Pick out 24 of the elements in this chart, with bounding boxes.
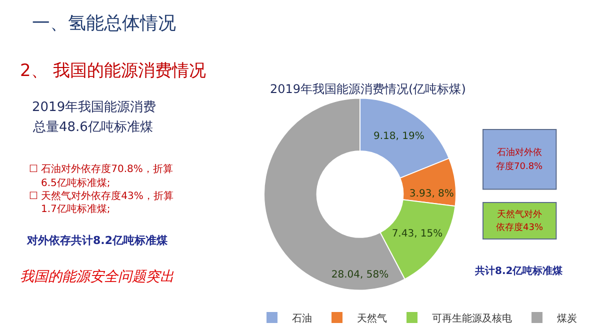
text: 2、 我国的能源消费情况 xyxy=(20,61,206,81)
text: 一、氢能总体情况 xyxy=(32,13,176,34)
text: ☐ 天然气对外依存度43%，折算 xyxy=(29,190,174,202)
legend-label: 石油 xyxy=(292,312,312,324)
text: 天然气对外 xyxy=(497,209,542,220)
text: 1.7亿吨标准煤; xyxy=(41,203,110,215)
text: 2019年我国能源消费 xyxy=(32,100,156,115)
chart-title: 2019年我国能源消费情况(亿吨标煤) xyxy=(270,82,466,96)
data-label: 9.18, 19% xyxy=(374,131,424,142)
data-label: 28.04, 58% xyxy=(331,270,389,281)
text: 共计8.2亿吨标准煤 xyxy=(474,265,564,277)
text: 依存度43% xyxy=(496,222,544,233)
text: 我国的能源安全问题突出 xyxy=(20,269,174,285)
text: 总量48.6亿吨标准煤 xyxy=(32,120,153,135)
text: 存度70.8% xyxy=(496,161,544,172)
legend-label: 天然气 xyxy=(357,312,387,324)
text: ☐ 石油对外依存度70.8%，折算 xyxy=(29,163,173,175)
data-label: 3.93, 8% xyxy=(409,188,454,200)
data-label: 7.43, 15% xyxy=(392,228,443,240)
text: 对外依存共计8.2亿吨标准煤 xyxy=(26,234,168,247)
text: 石油对外依 xyxy=(497,147,542,158)
legend-label: 可再生能源及核电 xyxy=(432,312,512,324)
legend-label: 煤炭 xyxy=(557,312,577,324)
text: 6.5亿吨标准煤; xyxy=(41,177,110,189)
